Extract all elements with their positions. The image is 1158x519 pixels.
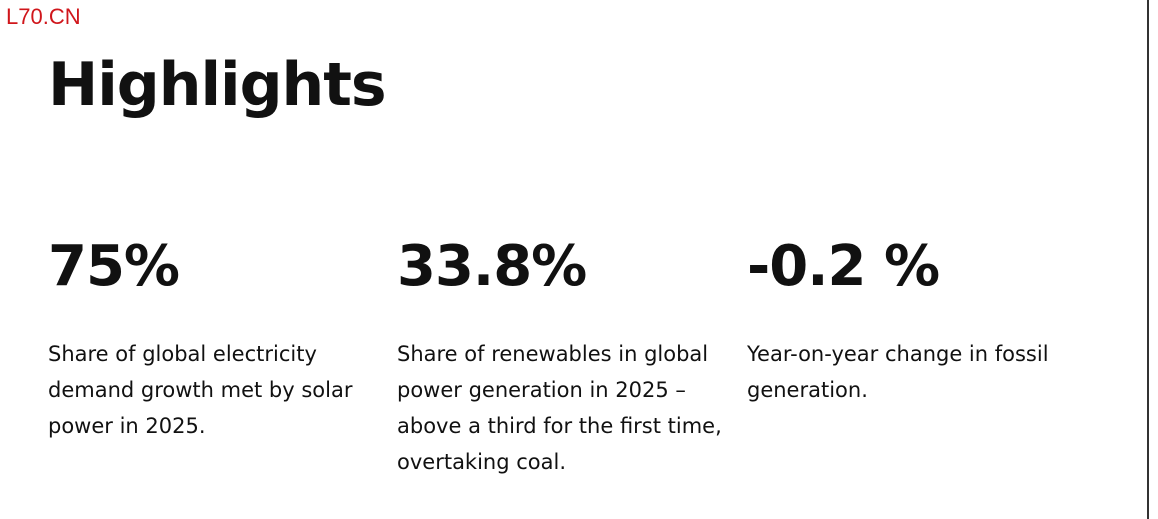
- stat-value: 33.8%: [397, 234, 587, 299]
- stat-card: -0.2 % Year-on-year change in fossil gen…: [747, 232, 1072, 408]
- stat-card: 75% Share of global electricity demand g…: [48, 232, 373, 444]
- stat-value: -0.2 %: [747, 234, 940, 299]
- watermark: L70.CN: [6, 4, 81, 29]
- page-title: Highlights: [48, 50, 387, 120]
- stat-card: 33.8% Share of renewables in global powe…: [397, 232, 722, 480]
- stat-value: 75%: [48, 234, 180, 299]
- stat-description: Share of renewables in global power gene…: [397, 342, 722, 474]
- window-edge: [1147, 0, 1149, 519]
- stat-description: Year-on-year change in fossil generation…: [747, 342, 1049, 402]
- stat-description: Share of global electricity demand growt…: [48, 342, 353, 438]
